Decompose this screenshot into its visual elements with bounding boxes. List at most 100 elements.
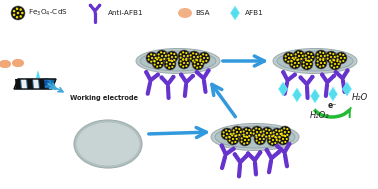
Circle shape [245, 153, 249, 158]
Circle shape [333, 59, 335, 61]
Circle shape [283, 127, 285, 129]
Circle shape [185, 59, 187, 61]
Circle shape [285, 55, 287, 57]
Circle shape [183, 62, 185, 64]
Circle shape [180, 60, 182, 63]
Circle shape [223, 155, 227, 159]
Circle shape [234, 141, 236, 143]
Circle shape [330, 56, 332, 58]
Circle shape [185, 58, 187, 60]
Circle shape [243, 130, 245, 132]
Text: H₂O₂: H₂O₂ [310, 111, 330, 119]
Circle shape [19, 15, 22, 18]
Circle shape [280, 132, 283, 135]
Circle shape [182, 59, 184, 61]
Circle shape [187, 62, 189, 64]
Ellipse shape [0, 60, 11, 68]
Circle shape [322, 59, 324, 61]
Circle shape [334, 56, 336, 58]
Text: Working electrode: Working electrode [70, 95, 138, 101]
Circle shape [231, 126, 243, 138]
Circle shape [280, 133, 282, 135]
Circle shape [163, 58, 166, 60]
Circle shape [300, 58, 302, 60]
Circle shape [220, 144, 224, 148]
Circle shape [281, 70, 285, 74]
Circle shape [278, 136, 280, 138]
Circle shape [322, 58, 324, 60]
Circle shape [147, 55, 150, 57]
Circle shape [164, 58, 176, 70]
Circle shape [190, 54, 192, 57]
Circle shape [221, 128, 233, 140]
Circle shape [286, 128, 288, 130]
Circle shape [305, 67, 307, 69]
Circle shape [283, 52, 295, 64]
Circle shape [256, 139, 258, 142]
Polygon shape [231, 6, 240, 20]
Circle shape [329, 52, 331, 54]
Circle shape [160, 51, 162, 53]
Circle shape [238, 134, 240, 136]
Circle shape [228, 130, 231, 132]
Circle shape [299, 75, 303, 80]
Circle shape [200, 59, 202, 61]
Circle shape [245, 128, 247, 130]
Circle shape [265, 136, 267, 138]
Circle shape [325, 51, 337, 63]
Circle shape [202, 53, 204, 55]
Circle shape [319, 66, 321, 68]
Circle shape [199, 66, 201, 68]
Circle shape [203, 57, 205, 59]
Circle shape [311, 56, 314, 58]
Circle shape [255, 135, 257, 137]
Circle shape [284, 131, 286, 133]
Circle shape [266, 132, 268, 134]
Ellipse shape [211, 123, 299, 150]
Circle shape [297, 62, 300, 64]
Circle shape [290, 54, 293, 56]
Circle shape [336, 66, 338, 68]
Circle shape [197, 63, 199, 65]
Circle shape [196, 59, 198, 61]
Circle shape [333, 67, 335, 69]
Circle shape [240, 131, 242, 133]
Circle shape [286, 134, 288, 136]
Circle shape [319, 58, 321, 60]
Circle shape [260, 131, 262, 133]
Circle shape [239, 134, 251, 146]
Circle shape [303, 51, 315, 63]
Circle shape [243, 134, 245, 136]
Ellipse shape [277, 51, 353, 71]
Circle shape [258, 134, 260, 136]
Circle shape [207, 57, 209, 59]
Circle shape [157, 62, 159, 64]
Circle shape [183, 55, 185, 57]
Circle shape [316, 64, 319, 66]
Circle shape [307, 52, 309, 54]
Circle shape [156, 50, 168, 62]
Circle shape [274, 136, 276, 138]
Circle shape [320, 73, 324, 77]
Polygon shape [328, 87, 338, 101]
Circle shape [283, 153, 287, 157]
Ellipse shape [140, 51, 216, 71]
Circle shape [288, 57, 290, 59]
Circle shape [335, 52, 347, 64]
Circle shape [286, 138, 288, 140]
Circle shape [244, 139, 246, 141]
Circle shape [168, 67, 170, 69]
Circle shape [167, 57, 170, 60]
Circle shape [195, 59, 197, 61]
Circle shape [180, 57, 182, 59]
Circle shape [281, 134, 283, 136]
Circle shape [261, 141, 263, 143]
Circle shape [231, 134, 233, 136]
Circle shape [229, 139, 231, 142]
Circle shape [338, 63, 340, 65]
Circle shape [305, 59, 307, 61]
Circle shape [180, 64, 182, 66]
Circle shape [180, 53, 182, 55]
Circle shape [339, 53, 341, 55]
Circle shape [234, 135, 236, 137]
